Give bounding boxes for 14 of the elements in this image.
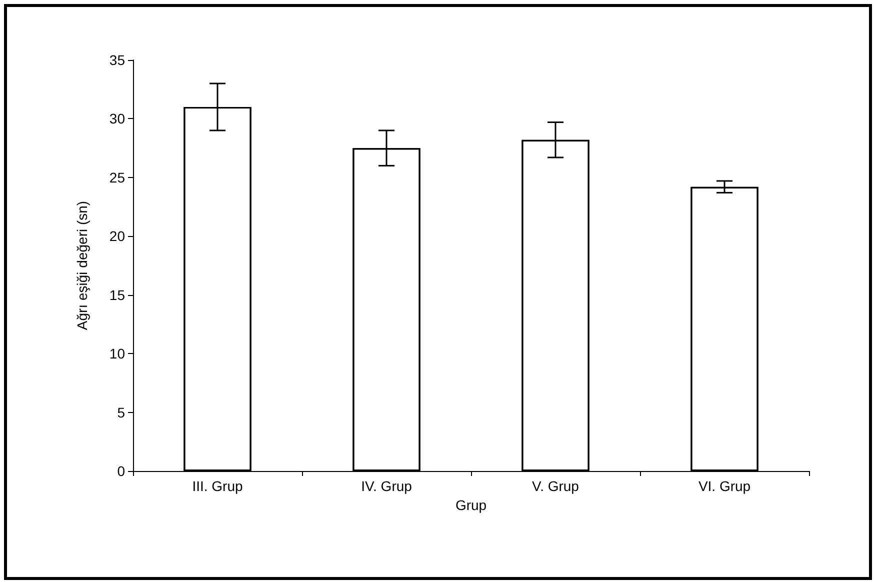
x-tick-label: III. Grup bbox=[192, 478, 243, 494]
x-tick-label: V. Grup bbox=[532, 478, 580, 494]
y-tick-label: 10 bbox=[109, 346, 126, 362]
y-tick-label: 25 bbox=[109, 169, 126, 186]
y-tick-label: 0 bbox=[117, 463, 126, 479]
y-tick-label: 20 bbox=[109, 228, 126, 244]
x-tick-label: IV. Grup bbox=[361, 478, 412, 494]
y-tick-label: 15 bbox=[109, 286, 126, 303]
y-tick-label: 30 bbox=[109, 110, 126, 127]
x-axis-title: Grup bbox=[455, 496, 487, 513]
y-tick-label: 35 bbox=[109, 52, 126, 68]
y-axis-title: Ağrı eşiği değeri (sn) bbox=[74, 200, 90, 330]
x-tick-label: VI. Grup bbox=[698, 478, 751, 494]
y-tick-label: 5 bbox=[117, 404, 126, 420]
